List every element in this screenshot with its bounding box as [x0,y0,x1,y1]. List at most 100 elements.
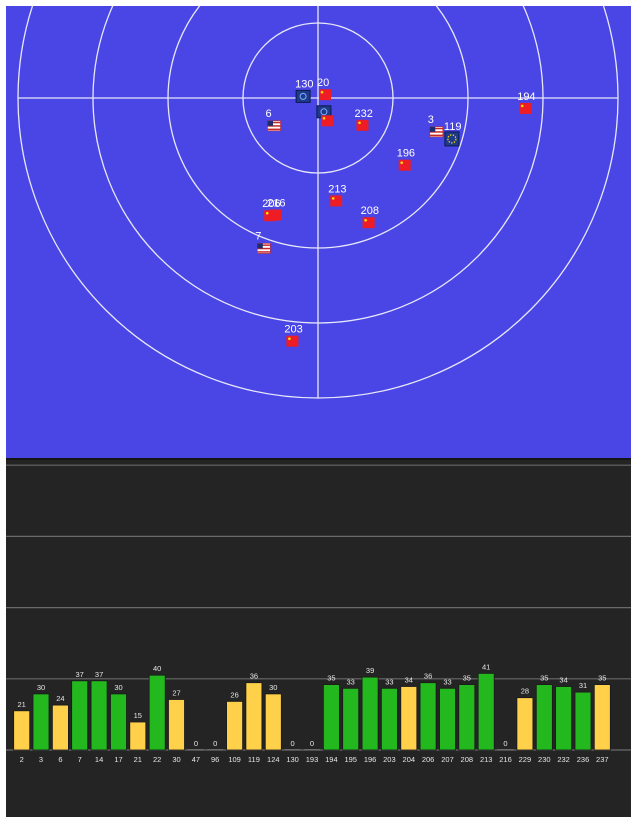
snr-bar-22 [148,674,166,751]
snr-chart: 21 2 30 3 24 6 37 7 37 14 30 17 15 21 40 22 27 30 0 47 0 96 26… [6,460,631,817]
satellite-prn-label: 203 [284,324,302,336]
usa-flag-icon [429,126,444,138]
china-flag-icon [286,335,299,347]
snr-prn-label: 14 [95,755,103,764]
snr-value-label: 0 [291,739,295,748]
snr-prn-label: 124 [267,755,280,764]
snr-value-label: 30 [37,683,45,692]
satellite-194[interactable]: 194 [517,91,536,114]
snr-prn-label: 230 [538,755,551,764]
snr-value-label: 0 [503,739,507,748]
satellite-prn-label: 194 [517,91,535,103]
snr-bar-237 [593,684,611,751]
snr-value-label: 36 [424,672,432,681]
snr-prn-label: 21 [134,755,142,764]
satellite-prn-label: 213 [328,183,346,195]
satellite-203[interactable]: 203 [284,324,303,347]
satellite-6[interactable]: 6 [266,108,281,132]
snr-value-label: 34 [405,676,413,685]
snr-prn-label: 22 [153,755,161,764]
snr-labels: 2123032463773714301715214022273004709626… [18,662,609,764]
satellite-prn-label: 3 [428,114,434,126]
satellite-20[interactable]: 20 [317,77,331,101]
snr-bar-109 [226,700,244,751]
snr-prn-label: 236 [577,755,590,764]
snr-value-label: 35 [598,674,606,683]
snr-bar-236 [574,691,592,751]
snr-bar-193 [304,749,320,750]
satellite-3[interactable]: 3 [428,114,444,138]
snr-prn-label: 109 [228,755,241,764]
snr-value-label: 40 [153,664,161,673]
snr-prn-label: 193 [306,755,319,764]
satellite-prn-label: 196 [397,148,415,160]
snr-value-label: 0 [213,739,217,748]
snr-bar-30 [168,699,185,751]
satellite-130[interactable]: 130 [295,78,313,103]
galileo-icon [444,131,460,147]
snr-prn-label: 229 [519,755,532,764]
snr-prn-label: 2 [20,755,24,764]
satellite-prn-label: 6 [266,108,272,120]
usa-flag-icon [256,243,271,254]
snr-bar-130 [284,749,301,750]
snr-prn-label: 232 [557,755,570,764]
snr-bar-196 [361,676,379,751]
satellite-prn-label: 232 [355,108,373,120]
china-flag-icon [321,115,333,127]
satellite-196[interactable]: 196 [397,148,415,171]
snr-value-label: 33 [347,677,355,686]
snr-bar-232 [555,686,572,751]
snr-value-label: 41 [482,662,490,671]
satellite-unlabeled[interactable] [321,115,333,127]
sky-plot-canvas: 2217211302023263119194196213216206208720… [6,6,631,458]
snr-prn-label: 213 [480,755,493,764]
satellite-213[interactable]: 213 [328,183,347,207]
satellite-markers: 2217211302023263119194196213216206208720… [255,77,536,347]
satellite-7[interactable]: 7 [255,230,271,254]
snr-value-label: 33 [385,677,393,686]
china-flag-icon [519,102,532,114]
snr-prn-label: 203 [383,755,396,764]
china-flag-icon [398,159,411,171]
snr-bar-3 [32,693,50,751]
snr-bar-203 [380,687,398,751]
snr-value-label: 35 [327,674,335,683]
snr-bar-216 [497,749,514,750]
satellite-119[interactable]: 119 [444,121,462,147]
china-flag-icon [356,119,369,131]
snr-prn-label: 194 [325,755,338,764]
satellite-232[interactable]: 232 [355,108,373,131]
snr-bar-194 [322,684,340,751]
snr-bar-7 [71,680,89,751]
satellite-prn-label: 130 [295,78,313,90]
snr-prn-label: 208 [461,755,474,764]
snr-prn-label: 119 [248,755,260,764]
gnss-status-screen: 2217211302023263119194196213216206208720… [6,6,631,817]
satellite-208[interactable]: 208 [361,205,379,229]
snr-value-label: 28 [521,687,529,696]
sky-plot[interactable]: 2217211302023263119194196213216206208720… [6,6,631,458]
snr-bar-47 [187,749,204,750]
satellite-206[interactable]: 206 [262,198,281,222]
snr-value-label: 15 [134,711,142,720]
snr-prn-label: 7 [78,755,82,764]
snr-value-label: 35 [540,674,548,683]
snr-value-label: 0 [194,739,198,748]
snr-value-label: 37 [76,670,84,679]
snr-value-label: 27 [172,689,180,698]
satellite-prn-label: 20 [317,77,329,89]
china-flag-icon [362,217,375,229]
snr-value-label: 39 [366,666,374,675]
snr-prn-label: 6 [58,755,62,764]
snr-value-label: 37 [95,670,103,679]
snr-value-label: 30 [269,683,277,692]
snr-bar-207 [439,687,456,751]
snr-bar-124 [264,693,282,751]
satellite-prn-label: 206 [262,198,280,210]
snr-prn-label: 237 [596,755,609,764]
snr-bar-204 [400,686,418,751]
snr-prn-label: 207 [441,755,454,764]
snr-value-label: 24 [56,694,64,703]
snr-value-label: 21 [18,700,26,709]
